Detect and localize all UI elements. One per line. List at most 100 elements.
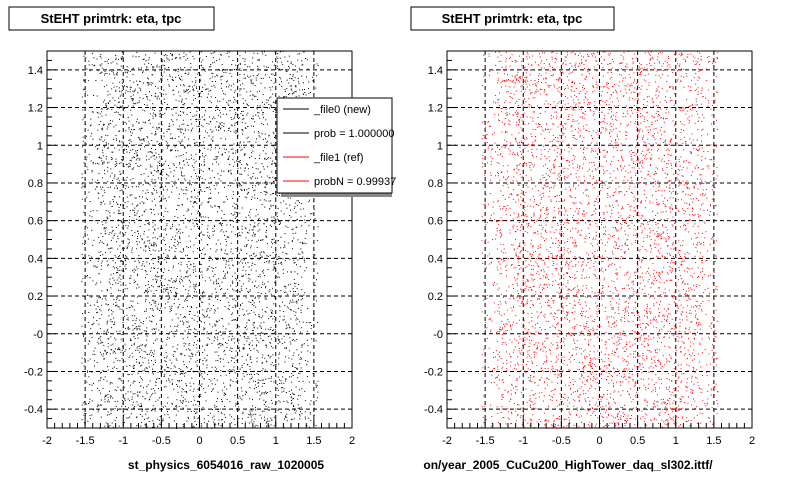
scatter-point xyxy=(253,421,255,423)
scatter-point xyxy=(296,226,298,228)
scatter-point xyxy=(133,167,135,169)
scatter-point xyxy=(129,91,131,93)
scatter-point xyxy=(291,85,293,87)
scatter-point xyxy=(164,370,166,372)
scatter-point xyxy=(285,328,287,330)
scatter-point xyxy=(158,123,160,125)
scatter-point xyxy=(268,262,270,264)
scatter-point xyxy=(253,125,254,127)
scatter-point xyxy=(111,232,113,234)
scatter-point xyxy=(180,142,181,144)
scatter-point xyxy=(113,86,115,88)
scatter-point xyxy=(99,157,101,159)
scatter-point xyxy=(306,376,308,377)
scatter-point xyxy=(170,138,172,139)
scatter-point xyxy=(92,323,94,325)
scatter-point xyxy=(250,82,252,84)
scatter-point xyxy=(276,401,278,403)
scatter-point xyxy=(220,76,222,78)
scatter-point xyxy=(93,322,95,324)
scatter-point xyxy=(300,225,302,227)
scatter-point xyxy=(185,193,187,195)
scatter-point xyxy=(265,344,267,346)
scatter-point xyxy=(275,152,277,154)
scatter-point xyxy=(256,350,258,351)
scatter-point xyxy=(215,320,217,322)
scatter-point xyxy=(217,75,219,77)
scatter-point xyxy=(187,124,189,126)
scatter-point xyxy=(217,321,219,323)
scatter-point xyxy=(241,285,243,287)
scatter-point xyxy=(179,278,181,280)
scatter-point xyxy=(193,139,195,141)
scatter-point xyxy=(220,128,221,130)
scatter-point xyxy=(212,281,214,283)
scatter-point xyxy=(221,210,223,212)
scatter-point xyxy=(157,256,159,258)
scatter-point xyxy=(139,225,141,227)
scatter-point xyxy=(315,386,317,388)
scatter-point xyxy=(157,127,159,129)
scatter-point xyxy=(195,81,197,83)
scatter-point xyxy=(296,273,298,275)
scatter-point xyxy=(136,296,138,298)
scatter-point xyxy=(83,117,85,119)
scatter-point xyxy=(136,152,138,154)
scatter-point xyxy=(153,245,155,247)
scatter-point xyxy=(301,75,303,77)
scatter-point xyxy=(144,368,146,370)
scatter-point xyxy=(129,283,131,284)
scatter-point xyxy=(148,280,150,282)
scatter-point xyxy=(83,414,85,416)
scatter-point xyxy=(127,391,129,393)
scatter-point xyxy=(183,258,185,259)
scatter-point xyxy=(214,406,216,408)
scatter-point xyxy=(105,103,107,105)
scatter-point xyxy=(286,416,288,418)
scatter-point xyxy=(232,197,234,199)
scatter-point xyxy=(213,421,215,423)
scatter-point xyxy=(138,137,140,139)
scatter-point xyxy=(305,418,306,420)
scatter-point xyxy=(182,307,184,309)
scatter-point xyxy=(114,104,116,106)
scatter-point xyxy=(105,299,107,301)
scatter-point xyxy=(264,298,266,300)
scatter-point xyxy=(141,408,143,410)
scatter-point xyxy=(271,333,273,335)
scatter-point xyxy=(215,129,217,131)
scatter-point xyxy=(207,96,208,98)
scatter-point xyxy=(285,416,286,418)
scatter-point xyxy=(87,360,89,362)
scatter-point xyxy=(263,321,265,323)
scatter-point xyxy=(101,71,103,73)
scatter-point xyxy=(180,401,182,403)
scatter-point xyxy=(216,283,218,285)
scatter-point xyxy=(152,263,154,265)
scatter-point xyxy=(101,260,103,262)
scatter-point xyxy=(149,302,151,304)
scatter-point xyxy=(235,132,237,134)
scatter-point xyxy=(265,287,266,289)
scatter-point xyxy=(161,103,163,105)
scatter-point xyxy=(293,79,295,81)
scatter-point xyxy=(219,285,221,287)
scatter-point xyxy=(231,259,233,261)
scatter-point xyxy=(235,68,237,70)
scatter-point xyxy=(197,225,199,227)
scatter-point xyxy=(109,251,111,253)
scatter-point xyxy=(224,249,226,251)
scatter-point xyxy=(91,390,93,392)
scatter-point xyxy=(202,68,204,70)
scatter-point xyxy=(151,328,153,330)
scatter-point xyxy=(226,288,228,290)
scatter-point xyxy=(281,338,283,340)
scatter-point xyxy=(292,74,294,76)
scatter-point xyxy=(170,291,172,293)
scatter-point xyxy=(244,153,245,155)
scatter-point xyxy=(142,72,143,73)
scatter-point xyxy=(106,216,108,218)
scatter-point xyxy=(255,424,257,426)
scatter-point xyxy=(253,305,255,307)
scatter-point xyxy=(200,295,202,297)
